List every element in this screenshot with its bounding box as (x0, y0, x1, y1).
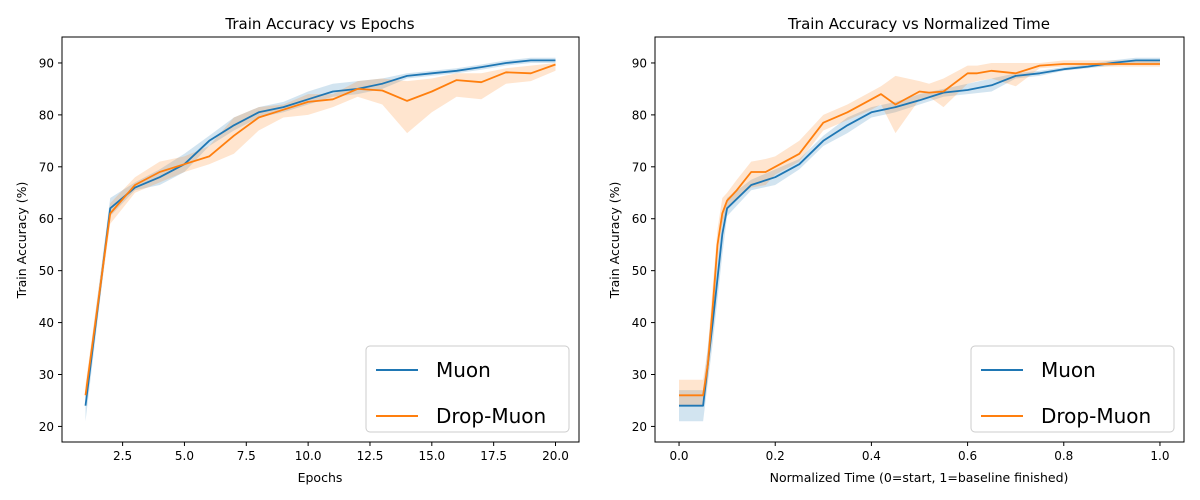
y-tick-label: 50 (39, 264, 54, 278)
confidence-band-drop-muon (85, 63, 556, 406)
x-tick-label: 0.8 (1054, 449, 1073, 463)
axes-frame (61, 36, 580, 443)
y-tick-label: 20 (39, 420, 54, 434)
y-tick-label: 40 (39, 316, 54, 330)
x-tick-label: 17.5 (480, 449, 507, 463)
panel-epochs: Train Accuracy vs Epochs Epochs Train Ac… (14, 15, 580, 485)
x-tick-label: 0.0 (669, 449, 688, 463)
plot-area-normalized-time: 0.0 0.2 0.4 0.6 0.8 1.0 20 30 40 50 60 70 80 90 Muon Dr… (632, 36, 1185, 463)
y-tick-label: 40 (632, 316, 647, 330)
x-tick-label: 7.5 (237, 449, 256, 463)
y-axis-label-epochs: Train Accuracy (%) (14, 182, 29, 300)
y-tick-label: 90 (632, 56, 647, 70)
confidence-band-muon (85, 57, 556, 422)
x-axis-label-normalized-time: Normalized Time (0=start, 1=baseline fin… (770, 470, 1069, 485)
chart-title-normalized-time: Train Accuracy vs Normalized Time (787, 15, 1050, 33)
x-tick-label: 0.6 (958, 449, 977, 463)
series-line-drop-muon (84, 63, 556, 396)
y-axis-label-normalized-time: Train Accuracy (%) (607, 182, 622, 300)
x-tick-label: 5.0 (175, 449, 194, 463)
confidence-band-drop-muon (679, 60, 1160, 406)
legend: Muon Drop-Muon (970, 345, 1175, 433)
legend-label-drop-muon: Drop-Muon (1041, 404, 1151, 428)
legend-box (365, 345, 570, 433)
x-tick-label: 20.0 (542, 449, 569, 463)
series-line-drop-muon (679, 63, 1160, 397)
x-tick-label: 2.5 (113, 449, 132, 463)
y-tick-label: 80 (39, 108, 54, 122)
legend-label-muon: Muon (436, 358, 491, 382)
series-line-muon (679, 59, 1160, 407)
axes-frame (654, 36, 1185, 443)
panel-normalized-time: Train Accuracy vs Normalized Time Normal… (607, 15, 1185, 485)
y-tick-label: 60 (632, 212, 647, 226)
x-tick-label: 15.0 (418, 449, 445, 463)
x-tick-label: 12.5 (357, 449, 384, 463)
y-tick-label: 60 (39, 212, 54, 226)
chart-title-epochs: Train Accuracy vs Epochs (224, 15, 414, 33)
y-tick-label: 90 (39, 56, 54, 70)
x-axis-label-epochs: Epochs (298, 470, 343, 485)
legend-label-drop-muon: Drop-Muon (436, 404, 546, 428)
y-tick-label: 50 (632, 264, 647, 278)
y-tick-label: 30 (632, 368, 647, 382)
y-tick-label: 80 (632, 108, 647, 122)
x-tick-label: 0.2 (766, 449, 785, 463)
legend-label-muon: Muon (1041, 358, 1096, 382)
legend-box (970, 345, 1175, 433)
x-tick-label: 0.4 (862, 449, 881, 463)
series-line-muon (84, 59, 556, 406)
y-tick-label: 70 (39, 160, 54, 174)
y-tick-label: 20 (632, 420, 647, 434)
y-tick-label: 30 (39, 368, 54, 382)
x-tick-label: 10.0 (295, 449, 322, 463)
plot-area-epochs: 2.5 5.0 7.5 10.0 12.5 15.0 17.5 20.0 20 30 40 50 60 7… (39, 36, 580, 463)
legend: Muon Drop-Muon (365, 345, 570, 433)
y-tick-label: 70 (632, 160, 647, 174)
x-tick-label: 1.0 (1150, 449, 1169, 463)
